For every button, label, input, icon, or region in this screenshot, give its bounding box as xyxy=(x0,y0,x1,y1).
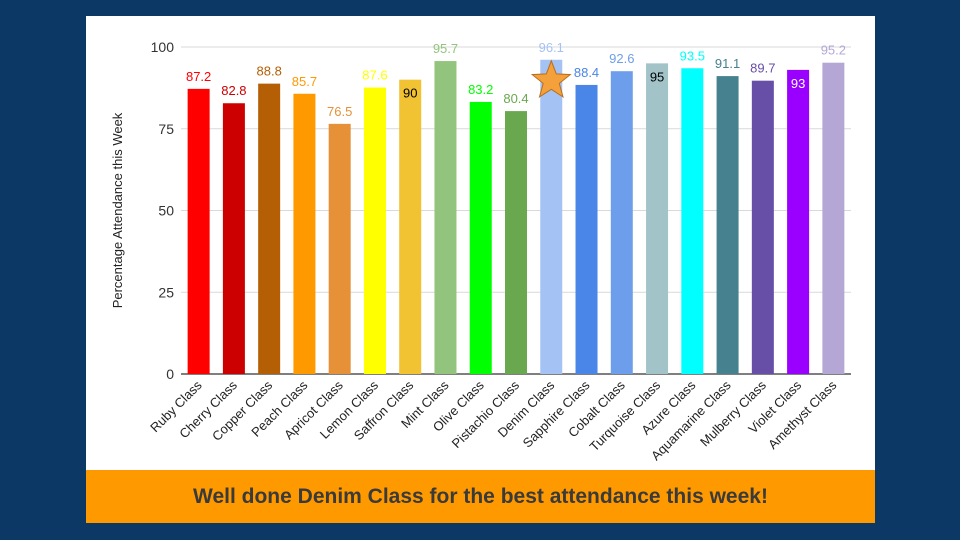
y-tick-label: 100 xyxy=(151,39,175,55)
bar xyxy=(469,101,492,374)
y-axis-title: Percentage Attendance this Week xyxy=(110,112,125,308)
announcement-banner: Well done Denim Class for the best atten… xyxy=(86,470,875,523)
data-label: 88.4 xyxy=(574,65,599,80)
chart-card: 0 25 50 75 100 Percentage Attendance this Wee… xyxy=(86,16,875,523)
bar xyxy=(610,71,633,374)
bar xyxy=(222,103,245,374)
data-label: 89.7 xyxy=(750,61,775,76)
bar xyxy=(751,80,774,374)
bar xyxy=(716,76,739,374)
data-label: 95.2 xyxy=(821,43,846,58)
data-label: 85.7 xyxy=(292,74,317,89)
bar xyxy=(434,61,457,374)
bar xyxy=(505,111,527,374)
data-label: 95.7 xyxy=(433,41,458,56)
data-label: 95 xyxy=(650,69,664,84)
bar xyxy=(293,93,316,375)
y-tick-label: 0 xyxy=(166,366,174,382)
data-label: 96.1 xyxy=(539,40,564,55)
bar xyxy=(328,123,351,374)
data-label: 80.4 xyxy=(503,91,528,106)
banner-text: Well done Denim Class for the best atten… xyxy=(193,484,768,508)
data-label: 88.8 xyxy=(257,64,282,79)
bar xyxy=(646,63,669,374)
bar xyxy=(363,87,386,374)
y-tick-label: 75 xyxy=(158,121,174,137)
data-label: 92.6 xyxy=(609,51,634,66)
data-label: 93 xyxy=(791,76,805,91)
bar-chart: 0 25 50 75 100 Percentage Attendance this Wee… xyxy=(110,39,851,463)
y-tick-label: 25 xyxy=(158,284,174,300)
data-label: 87.2 xyxy=(186,69,211,84)
data-label: 82.8 xyxy=(221,83,246,98)
bar xyxy=(258,83,281,375)
data-label: 93.5 xyxy=(680,48,705,63)
data-label: 87.6 xyxy=(362,68,387,83)
bar xyxy=(681,68,704,374)
data-label: 91.1 xyxy=(715,56,740,71)
bar xyxy=(187,88,210,374)
bar xyxy=(575,84,598,374)
data-label: 76.5 xyxy=(327,104,352,119)
data-label: 90 xyxy=(403,86,417,101)
bar xyxy=(399,79,422,374)
bar xyxy=(540,59,563,375)
y-tick-label: 50 xyxy=(158,203,174,219)
bar xyxy=(787,69,810,374)
star-icon xyxy=(530,59,572,99)
data-label: 83.2 xyxy=(468,82,493,97)
bar xyxy=(822,62,845,375)
